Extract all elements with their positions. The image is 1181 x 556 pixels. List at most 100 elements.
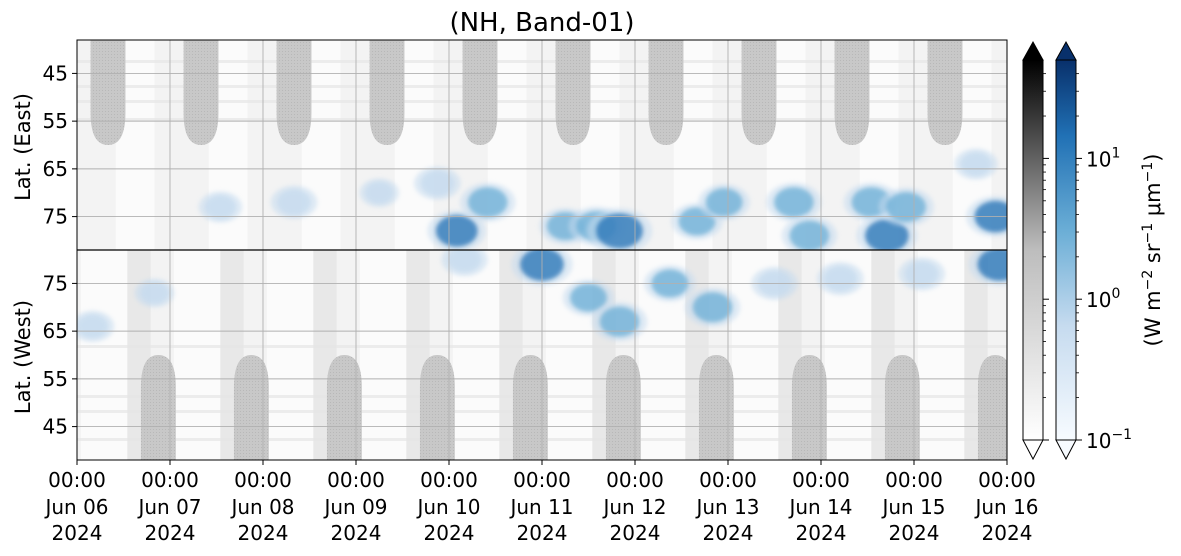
emission-patch-west xyxy=(817,262,864,296)
x-tick-time: 00:00 xyxy=(606,468,664,492)
y-tick-label: 55 xyxy=(43,109,68,133)
colorbar-tick-label: 101 xyxy=(1086,145,1120,171)
colorbar-label: (W m−2 sr−1 μm−1) xyxy=(1140,154,1165,347)
night-region-east xyxy=(834,40,870,145)
emission-core xyxy=(570,283,607,312)
x-tick-day: Jun 07 xyxy=(136,495,201,519)
emission-patch-west xyxy=(684,287,741,327)
y-tick-label: 55 xyxy=(43,367,68,391)
emission-core xyxy=(599,306,640,337)
emission-patch-west xyxy=(134,278,175,308)
emission-patch-east xyxy=(359,178,400,208)
night-region-east xyxy=(927,40,963,145)
emission-core xyxy=(789,220,830,250)
night-region-east xyxy=(369,40,405,145)
colorbar-ticks: 101 100 10−1 xyxy=(1043,73,1132,453)
emission-core xyxy=(277,189,311,216)
emission-core xyxy=(596,213,643,249)
ylabel-east: Lat. (East) xyxy=(11,93,35,201)
emission-core xyxy=(865,219,909,250)
y-tick-label: 75 xyxy=(43,205,68,229)
emission-patch-east xyxy=(460,182,516,222)
ylabel-west: Lat. (West) xyxy=(11,300,35,414)
x-tick-time: 00:00 xyxy=(978,468,1036,492)
emission-patch-east xyxy=(781,216,838,250)
y-tick-label: 65 xyxy=(43,157,68,181)
emission-core xyxy=(823,265,858,292)
emission-patch-west xyxy=(591,302,648,342)
emission-core xyxy=(204,195,236,220)
emission-patch-west xyxy=(898,257,946,291)
night-region-east xyxy=(276,40,312,145)
y-tick-label: 45 xyxy=(43,415,68,439)
y-tick-label: 75 xyxy=(43,271,68,295)
colorbar-grey-extend-bottom xyxy=(1022,439,1044,461)
emission-core xyxy=(960,152,992,177)
emission-core xyxy=(77,314,109,339)
colorbar-grey xyxy=(1022,40,1044,461)
emission-patch-west xyxy=(441,250,488,277)
daylight-band xyxy=(173,250,221,460)
y-tick-label: 45 xyxy=(43,61,68,85)
x-tick-day: Jun 15 xyxy=(880,495,945,519)
daylight-band xyxy=(266,250,314,460)
y-tick-label: 65 xyxy=(43,319,68,343)
x-tick-day: Jun 14 xyxy=(787,495,852,519)
x-tick-day: Jun 06 xyxy=(43,495,108,519)
colorbar-tick-label: 100 xyxy=(1086,286,1120,312)
night-region-west xyxy=(419,355,455,460)
colorbar-grey-body xyxy=(1022,59,1044,441)
colorbar-blue-extend-top xyxy=(1055,40,1077,61)
night-region-east xyxy=(648,40,684,145)
colorbar-blue xyxy=(1055,40,1077,461)
emission-core xyxy=(886,192,927,223)
night-region-west xyxy=(326,355,362,460)
emission-patch-east xyxy=(198,191,243,223)
daylight-band xyxy=(452,250,500,460)
x-tick-year: 2024 xyxy=(889,521,940,545)
night-region-west xyxy=(140,355,176,460)
y-axis-west: 75 65 55 45 xyxy=(43,271,77,439)
night-region-east xyxy=(90,40,126,145)
y-axis-east: 45 55 65 75 xyxy=(43,61,77,229)
x-tick-day: Jun 11 xyxy=(508,495,573,519)
night-region-west xyxy=(884,355,920,460)
x-tick-year: 2024 xyxy=(610,521,661,545)
x-tick-day: Jun 16 xyxy=(973,495,1038,519)
night-region-east xyxy=(462,40,498,145)
x-tick-year: 2024 xyxy=(424,521,475,545)
chart-title: (NH, Band-01) xyxy=(449,8,634,38)
emission-core xyxy=(774,187,814,218)
emission-core xyxy=(705,188,743,217)
colorbar-grey-extend-top xyxy=(1022,40,1044,61)
night-region-west xyxy=(791,355,827,460)
x-tick-day: Jun 13 xyxy=(694,495,759,519)
x-tick-day: Jun 09 xyxy=(322,495,387,519)
x-tick-time: 00:00 xyxy=(48,468,106,492)
emission-core xyxy=(140,281,169,304)
night-region-west xyxy=(977,355,1007,460)
x-tick-day: Jun 12 xyxy=(601,495,666,519)
plot-area xyxy=(76,39,1008,461)
emission-patch-east xyxy=(766,182,822,222)
x-tick-year: 2024 xyxy=(982,521,1033,545)
colorbar-blue-body xyxy=(1055,59,1077,441)
emission-patch-east xyxy=(698,184,750,221)
emission-core xyxy=(365,181,394,204)
x-tick-year: 2024 xyxy=(331,521,382,545)
colorbar-tick-label: 10−1 xyxy=(1086,427,1132,453)
emission-patch-east xyxy=(414,166,461,200)
x-tick-time: 00:00 xyxy=(327,468,385,492)
night-region-west xyxy=(698,355,734,460)
x-tick-year: 2024 xyxy=(52,521,103,545)
emission-core xyxy=(692,292,733,323)
emission-patch-west xyxy=(968,250,1007,286)
night-region-east xyxy=(555,40,591,145)
colorbar-blue-extend-bottom xyxy=(1055,439,1077,461)
x-tick-time: 00:00 xyxy=(885,468,943,492)
emission-core xyxy=(467,187,508,218)
x-tick-time: 00:00 xyxy=(420,468,478,492)
emission-core xyxy=(420,170,455,196)
